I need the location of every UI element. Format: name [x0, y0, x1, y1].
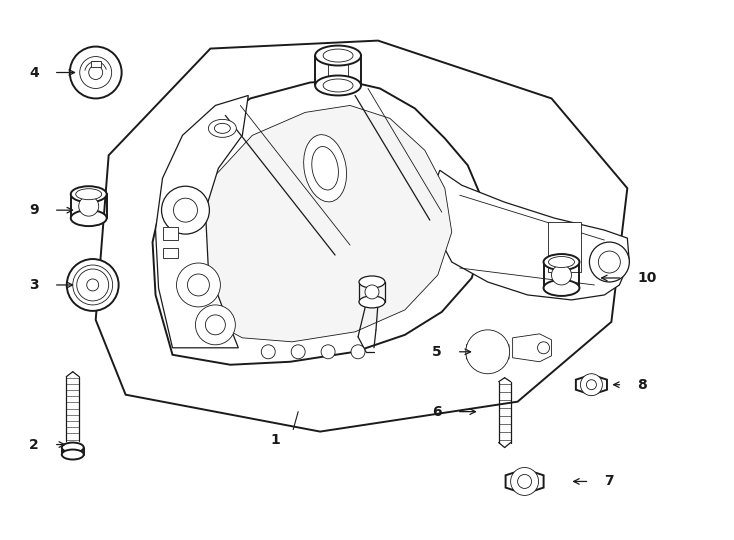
Polygon shape — [512, 334, 551, 362]
Ellipse shape — [304, 134, 346, 202]
Circle shape — [511, 468, 539, 495]
Polygon shape — [576, 375, 607, 395]
Ellipse shape — [208, 119, 236, 137]
Circle shape — [321, 345, 335, 359]
Circle shape — [586, 380, 597, 390]
Ellipse shape — [214, 123, 230, 133]
Ellipse shape — [359, 276, 385, 288]
Circle shape — [161, 186, 209, 234]
Circle shape — [89, 65, 103, 79]
Circle shape — [187, 274, 209, 296]
Circle shape — [70, 46, 122, 98]
Text: 3: 3 — [29, 278, 39, 292]
Circle shape — [351, 345, 365, 359]
Circle shape — [517, 475, 531, 489]
Circle shape — [365, 285, 379, 299]
Text: 4: 4 — [29, 65, 39, 79]
Ellipse shape — [62, 443, 84, 453]
Ellipse shape — [315, 76, 361, 96]
Circle shape — [79, 196, 98, 216]
Polygon shape — [153, 80, 484, 364]
Ellipse shape — [544, 280, 579, 296]
Text: 7: 7 — [604, 475, 614, 489]
Circle shape — [470, 334, 506, 370]
Ellipse shape — [76, 188, 102, 200]
Circle shape — [67, 259, 119, 311]
Ellipse shape — [359, 296, 385, 308]
Ellipse shape — [548, 256, 575, 267]
Polygon shape — [467, 339, 509, 365]
Polygon shape — [91, 60, 101, 66]
Ellipse shape — [544, 254, 579, 270]
Text: 8: 8 — [637, 377, 647, 392]
Polygon shape — [548, 222, 581, 272]
Ellipse shape — [70, 210, 106, 226]
Circle shape — [537, 342, 550, 354]
Circle shape — [176, 263, 220, 307]
Polygon shape — [162, 248, 178, 258]
Polygon shape — [195, 105, 452, 342]
Text: 9: 9 — [29, 203, 39, 217]
Circle shape — [80, 57, 112, 89]
Text: 5: 5 — [432, 345, 442, 359]
Ellipse shape — [323, 49, 353, 62]
Polygon shape — [506, 469, 544, 494]
Ellipse shape — [315, 45, 361, 65]
Polygon shape — [162, 227, 178, 240]
Circle shape — [551, 265, 572, 285]
Circle shape — [478, 342, 498, 362]
Circle shape — [173, 198, 197, 222]
Text: 2: 2 — [29, 437, 39, 451]
Circle shape — [589, 242, 629, 282]
Polygon shape — [430, 170, 629, 300]
Circle shape — [581, 374, 603, 396]
Polygon shape — [95, 40, 628, 431]
Text: 1: 1 — [270, 433, 280, 447]
Circle shape — [261, 345, 275, 359]
Text: 6: 6 — [432, 404, 442, 418]
Circle shape — [195, 305, 236, 345]
Circle shape — [466, 330, 509, 374]
Ellipse shape — [70, 186, 106, 202]
Circle shape — [206, 315, 225, 335]
Circle shape — [77, 269, 109, 301]
Ellipse shape — [323, 79, 353, 92]
Ellipse shape — [312, 146, 338, 190]
Circle shape — [291, 345, 305, 359]
Circle shape — [87, 279, 98, 291]
Polygon shape — [156, 96, 248, 348]
Ellipse shape — [62, 449, 84, 460]
Text: 10: 10 — [637, 271, 657, 285]
Circle shape — [598, 251, 620, 273]
